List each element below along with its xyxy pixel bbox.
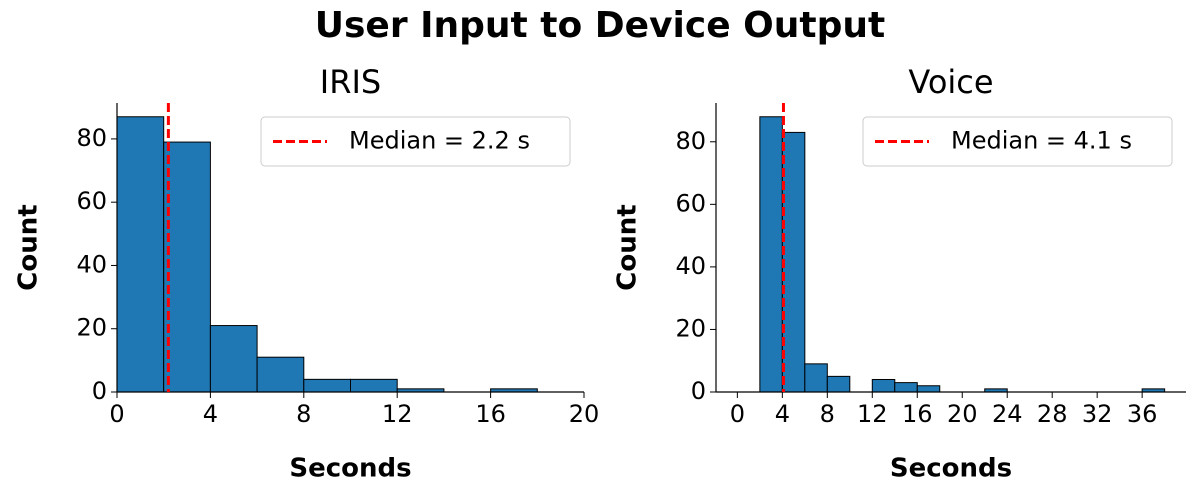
histogram-bar bbox=[894, 382, 918, 393]
histogram-bar bbox=[781, 131, 806, 393]
y-tick-label: 0 bbox=[691, 377, 706, 405]
x-tick-label: 8 bbox=[296, 400, 311, 428]
histogram-bar bbox=[116, 116, 165, 393]
x-tick-label: 4 bbox=[775, 400, 790, 428]
y-tick-label: 40 bbox=[675, 252, 706, 280]
y-axis-label: Count bbox=[613, 204, 643, 290]
x-tick-label: 24 bbox=[992, 400, 1023, 428]
x-tick-label: 0 bbox=[730, 400, 745, 428]
histogram-bar bbox=[209, 325, 258, 393]
x-tick-label: 16 bbox=[902, 400, 933, 428]
histogram-bar bbox=[804, 363, 828, 393]
x-tick-label: 28 bbox=[1037, 400, 1068, 428]
legend-label: Median = 4.1 s bbox=[951, 127, 1132, 155]
x-tick-label: 20 bbox=[569, 400, 600, 428]
y-tick-label: 60 bbox=[675, 189, 706, 217]
panel-title: Voice bbox=[908, 63, 993, 101]
x-axis-label: Seconds bbox=[289, 454, 411, 484]
histogram-bar bbox=[916, 385, 941, 393]
y-tick-label: 0 bbox=[92, 377, 107, 405]
x-tick-label: 36 bbox=[1127, 400, 1158, 428]
x-tick-label: 4 bbox=[203, 400, 218, 428]
y-tick-label: 20 bbox=[675, 314, 706, 342]
y-tick-label: 60 bbox=[76, 187, 107, 215]
x-axis-label: Seconds bbox=[890, 454, 1012, 484]
histogram-bar bbox=[163, 141, 211, 393]
y-tick-label: 80 bbox=[675, 127, 706, 155]
histogram-bar bbox=[303, 378, 351, 393]
x-tick-label: 16 bbox=[475, 400, 506, 428]
histogram-bar bbox=[826, 375, 851, 393]
panel: IRIS 0 4 8 12 16 20 0 20 40 60 80 Seconds Count Median… bbox=[14, 63, 600, 484]
histogram-bar bbox=[871, 378, 896, 393]
y-tick-label: 80 bbox=[76, 124, 107, 152]
x-tick-label: 12 bbox=[382, 400, 413, 428]
legend-box bbox=[260, 116, 571, 167]
panel-title: IRIS bbox=[320, 63, 381, 101]
x-tick-label: 8 bbox=[820, 400, 835, 428]
y-tick-label: 20 bbox=[76, 314, 107, 342]
x-tick-label: 32 bbox=[1082, 400, 1113, 428]
legend-box bbox=[862, 116, 1173, 167]
panel: Voice 0 4 8 12 16 20 24 28 32 36 0 20 40 60 80 Seconds Co… bbox=[613, 63, 1186, 484]
figure-title: User Input to Device Output bbox=[315, 5, 885, 46]
histogram-bar bbox=[256, 356, 305, 393]
legend-label: Median = 2.2 s bbox=[349, 127, 530, 155]
x-tick-label: 12 bbox=[857, 400, 888, 428]
histogram-bar bbox=[759, 116, 783, 393]
x-tick-label: 0 bbox=[109, 400, 124, 428]
y-axis-label: Count bbox=[14, 204, 44, 290]
x-tick-label: 20 bbox=[947, 400, 978, 428]
y-tick-label: 40 bbox=[76, 250, 107, 278]
histogram-bar bbox=[350, 378, 398, 393]
